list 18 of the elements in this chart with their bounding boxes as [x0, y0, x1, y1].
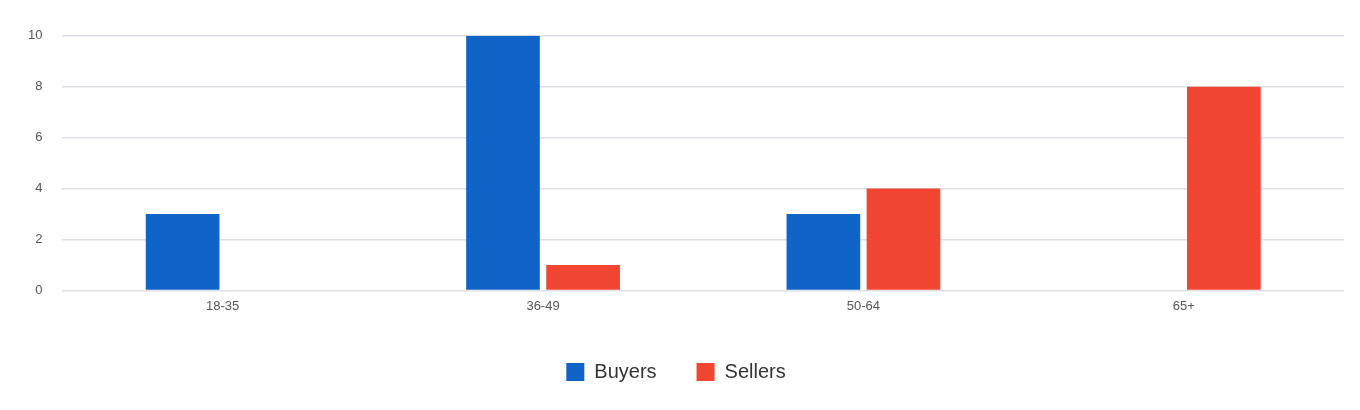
- legend-label: Buyers: [594, 359, 657, 382]
- x-tick-label: 18-35: [206, 297, 240, 313]
- y-tick-label: 2: [35, 231, 43, 247]
- y-tick-label: 4: [35, 180, 43, 196]
- y-tick-label: 8: [35, 78, 43, 94]
- legend-label: Sellers: [724, 359, 786, 382]
- x-tick-label: 65+: [1172, 297, 1195, 313]
- bar: [866, 188, 941, 290]
- x-tick-label: 50-64: [846, 297, 881, 313]
- bar: [786, 214, 861, 290]
- y-tick-label: 10: [27, 27, 43, 43]
- y-tick-label: 0: [35, 281, 43, 297]
- bar: [145, 214, 220, 290]
- x-tick-label: 36-49: [526, 297, 560, 313]
- bar: [546, 264, 620, 290]
- y-tick-label: 6: [35, 129, 43, 145]
- bar: [466, 35, 540, 290]
- bar: [1187, 86, 1261, 290]
